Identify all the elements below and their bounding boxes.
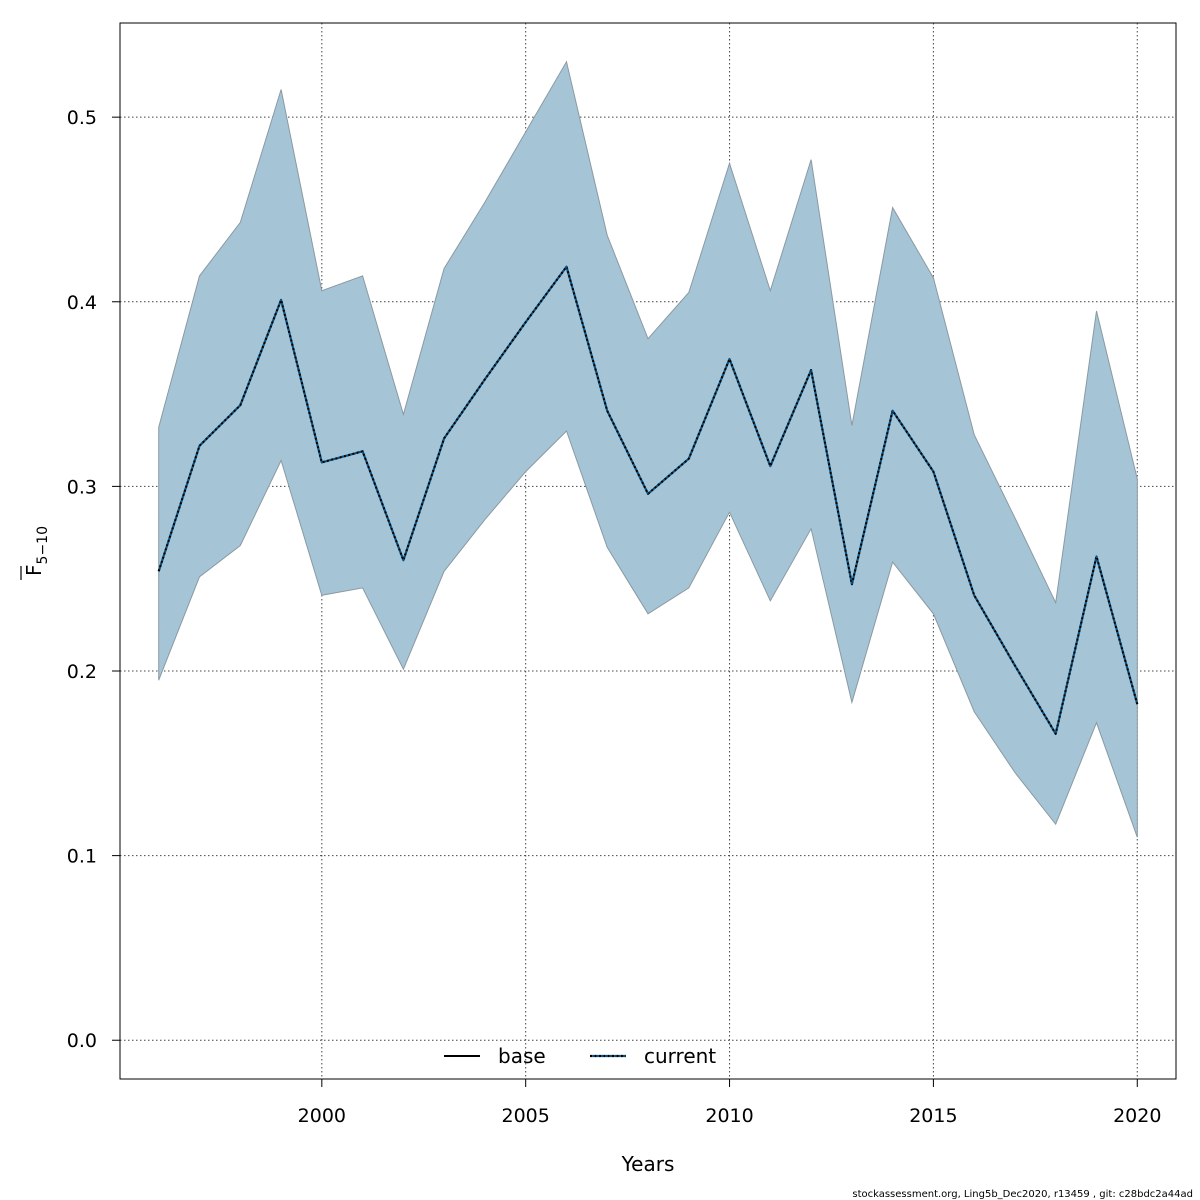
y-tick-label-5: 0.5 — [67, 107, 97, 129]
confidence-band-layer — [158, 60, 1138, 838]
x-tick-label-0: 2000 — [298, 1105, 346, 1127]
series-lines — [157, 265, 1139, 735]
y-tick-label-3: 0.3 — [67, 476, 97, 498]
y-axis-label-text: F5−10 — [22, 526, 51, 576]
legend-label-base: base — [498, 1044, 546, 1068]
x-tick-label-2: 2010 — [705, 1105, 753, 1127]
axes: 2000 2005 2010 2015 2020 0.0 0.1 0.2 0.3 0.4 0.5 — [67, 107, 1162, 1127]
footer-credit: stockassessment.org, Ling5b_Dec2020, r13… — [852, 1189, 1193, 1200]
x-axis-label: Years — [621, 1152, 675, 1176]
legend: base current — [444, 1044, 716, 1068]
y-tick-label-4: 0.4 — [67, 292, 97, 314]
y-tick-label-1: 0.1 — [67, 846, 97, 868]
confidence-band — [158, 60, 1138, 838]
series-line-current — [157, 265, 1139, 735]
x-tick-label-4: 2020 — [1113, 1105, 1161, 1127]
y-axis-label-main: F — [22, 564, 46, 576]
x-tick-label-1: 2005 — [502, 1105, 550, 1127]
y-axis-label-subscript: 5−10 — [35, 526, 51, 564]
legend-label-current: current — [644, 1044, 716, 1068]
y-axis-label: F5−10 — [20, 526, 51, 580]
y-tick-label-0: 0.0 — [67, 1030, 97, 1052]
series-line-current-shadow — [157, 265, 1139, 735]
x-tick-label-3: 2015 — [909, 1105, 957, 1127]
y-tick-label-2: 0.2 — [67, 661, 97, 683]
